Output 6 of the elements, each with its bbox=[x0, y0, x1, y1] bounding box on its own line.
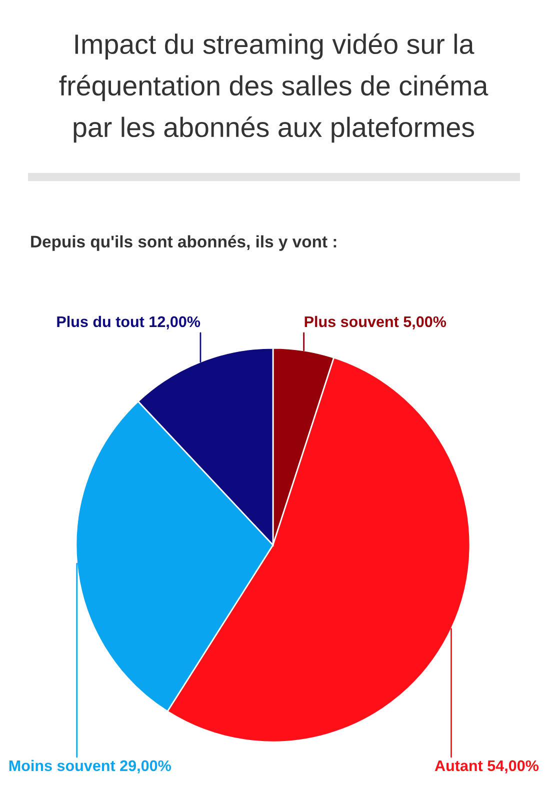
slice-label: Autant 54,00% bbox=[434, 760, 539, 774]
chart-subtitle: Depuis qu'ils sont abonnés, ils y vont : bbox=[31, 235, 336, 251]
slice-label: Plus du tout 12,00% bbox=[57, 316, 200, 330]
slice-label: Moins souvent 29,00% bbox=[9, 760, 171, 774]
chart-title: Impact du streaming vidéo sur la fréquentation des salles de cinéma par les abonnés aux plateformes bbox=[59, 33, 488, 143]
slice-label: Plus souvent 5,00% bbox=[304, 316, 446, 330]
